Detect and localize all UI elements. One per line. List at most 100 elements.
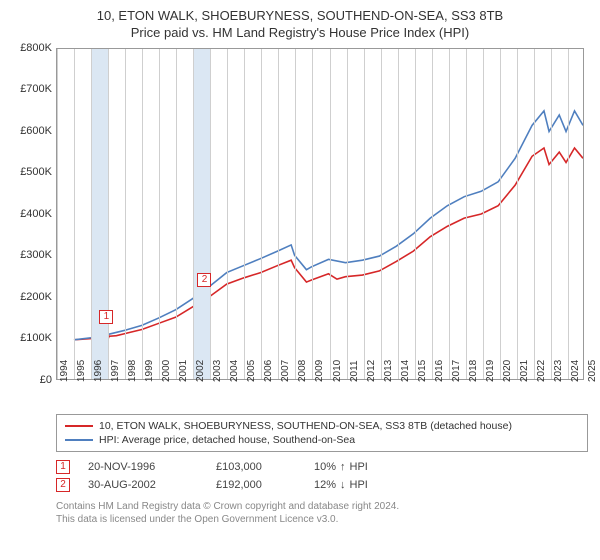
event-marker-label: 2 xyxy=(197,273,211,287)
event-price: £192,000 xyxy=(216,479,296,491)
event-row: 2 30-AUG-2002 £192,000 12% ↓ HPI xyxy=(56,476,588,494)
chart-title: 10, ETON WALK, SHOEBURYNESS, SOUTHEND-ON… xyxy=(12,8,588,42)
event-marker-label: 1 xyxy=(99,310,113,324)
x-axis: 1994199519961997199819992000200120022003… xyxy=(56,380,584,408)
x-tick-label: 2000 xyxy=(161,360,172,382)
x-tick-label: 2021 xyxy=(519,360,530,382)
y-tick-label: £300K xyxy=(20,249,52,261)
x-tick-label: 1998 xyxy=(127,360,138,382)
gridline-v xyxy=(364,49,365,379)
y-tick-label: £200K xyxy=(20,291,52,303)
gridline-v xyxy=(193,49,194,379)
gridline-v xyxy=(125,49,126,379)
title-line-2: Price paid vs. HM Land Registry's House … xyxy=(12,25,588,42)
x-tick-label: 2023 xyxy=(553,360,564,382)
x-tick-label: 2004 xyxy=(229,360,240,382)
event-delta-pct: 12% xyxy=(314,479,336,491)
event-date: 30-AUG-2002 xyxy=(88,479,198,491)
y-tick-label: £700K xyxy=(20,83,52,95)
gridline-v xyxy=(312,49,313,379)
x-tick-label: 2018 xyxy=(468,360,479,382)
footer-line-2: This data is licensed under the Open Gov… xyxy=(56,513,588,526)
series-svg xyxy=(57,49,583,379)
x-tick-label: 2009 xyxy=(314,360,325,382)
events-table: 1 20-NOV-1996 £103,000 10% ↑ HPI 2 30-AUG-2002 £… xyxy=(56,458,588,494)
event-row: 1 20-NOV-1996 £103,000 10% ↑ HPI xyxy=(56,458,588,476)
gridline-v xyxy=(517,49,518,379)
arrow-up-icon: ↑ xyxy=(340,461,346,473)
x-tick-label: 2020 xyxy=(502,360,513,382)
series-price_paid xyxy=(74,148,583,340)
event-delta-suffix: HPI xyxy=(350,479,368,491)
event-delta: 12% ↓ HPI xyxy=(314,479,368,491)
x-tick-label: 2003 xyxy=(212,360,223,382)
legend-swatch xyxy=(65,439,93,441)
event-delta-pct: 10% xyxy=(314,461,336,473)
y-axis: £0£100K£200K£300K£400K£500K£600K£700K£80… xyxy=(12,48,56,380)
legend-label: HPI: Average price, detached house, Sout… xyxy=(99,434,355,446)
gridline-v xyxy=(227,49,228,379)
gridline-v xyxy=(91,49,92,379)
gridline-v xyxy=(466,49,467,379)
y-tick-label: £400K xyxy=(20,208,52,220)
gridline-v xyxy=(210,49,211,379)
x-tick-label: 2001 xyxy=(178,360,189,382)
x-tick-label: 2024 xyxy=(570,360,581,382)
gridline-v xyxy=(159,49,160,379)
event-delta: 10% ↑ HPI xyxy=(314,461,368,473)
highlight-band xyxy=(91,49,108,379)
x-tick-label: 2013 xyxy=(383,360,394,382)
x-tick-label: 2019 xyxy=(485,360,496,382)
y-tick-label: £800K xyxy=(20,42,52,54)
gridline-v xyxy=(347,49,348,379)
y-tick-label: £0 xyxy=(40,374,52,386)
series-hpi xyxy=(74,111,583,340)
chart: £0£100K£200K£300K£400K£500K£600K£700K£80… xyxy=(12,48,588,408)
gridline-v xyxy=(500,49,501,379)
gridline-v xyxy=(74,49,75,379)
event-delta-suffix: HPI xyxy=(350,461,368,473)
x-tick-label: 2015 xyxy=(417,360,428,382)
title-line-1: 10, ETON WALK, SHOEBURYNESS, SOUTHEND-ON… xyxy=(12,8,588,25)
event-index: 1 xyxy=(56,460,70,474)
gridline-v xyxy=(57,49,58,379)
arrow-down-icon: ↓ xyxy=(340,479,346,491)
footer: Contains HM Land Registry data © Crown c… xyxy=(56,500,588,526)
legend-item: 10, ETON WALK, SHOEBURYNESS, SOUTHEND-ON… xyxy=(65,419,579,433)
gridline-v xyxy=(551,49,552,379)
event-price: £103,000 xyxy=(216,461,296,473)
event-date: 20-NOV-1996 xyxy=(88,461,198,473)
gridline-v xyxy=(244,49,245,379)
gridline-v xyxy=(330,49,331,379)
gridline-v xyxy=(568,49,569,379)
event-index: 2 xyxy=(56,478,70,492)
gridline-v xyxy=(449,49,450,379)
x-tick-label: 2025 xyxy=(587,360,598,382)
x-tick-label: 1999 xyxy=(144,360,155,382)
x-tick-label: 2022 xyxy=(536,360,547,382)
x-tick-label: 1994 xyxy=(59,360,70,382)
gridline-v xyxy=(398,49,399,379)
legend: 10, ETON WALK, SHOEBURYNESS, SOUTHEND-ON… xyxy=(56,414,588,452)
gridline-v xyxy=(534,49,535,379)
gridline-v xyxy=(261,49,262,379)
gridline-v xyxy=(381,49,382,379)
gridline-v xyxy=(176,49,177,379)
x-tick-label: 1997 xyxy=(110,360,121,382)
x-tick-label: 2002 xyxy=(195,360,206,382)
y-tick-label: £100K xyxy=(20,332,52,344)
highlight-band xyxy=(193,49,210,379)
x-tick-label: 2012 xyxy=(366,360,377,382)
x-tick-label: 2016 xyxy=(434,360,445,382)
x-tick-label: 2007 xyxy=(280,360,291,382)
x-tick-label: 2014 xyxy=(400,360,411,382)
x-tick-label: 2011 xyxy=(349,360,360,382)
x-tick-label: 1996 xyxy=(93,360,104,382)
x-tick-label: 2010 xyxy=(332,360,343,382)
x-tick-label: 2006 xyxy=(263,360,274,382)
gridline-v xyxy=(415,49,416,379)
y-tick-label: £500K xyxy=(20,166,52,178)
y-tick-label: £600K xyxy=(20,125,52,137)
gridline-v xyxy=(295,49,296,379)
gridline-v xyxy=(278,49,279,379)
